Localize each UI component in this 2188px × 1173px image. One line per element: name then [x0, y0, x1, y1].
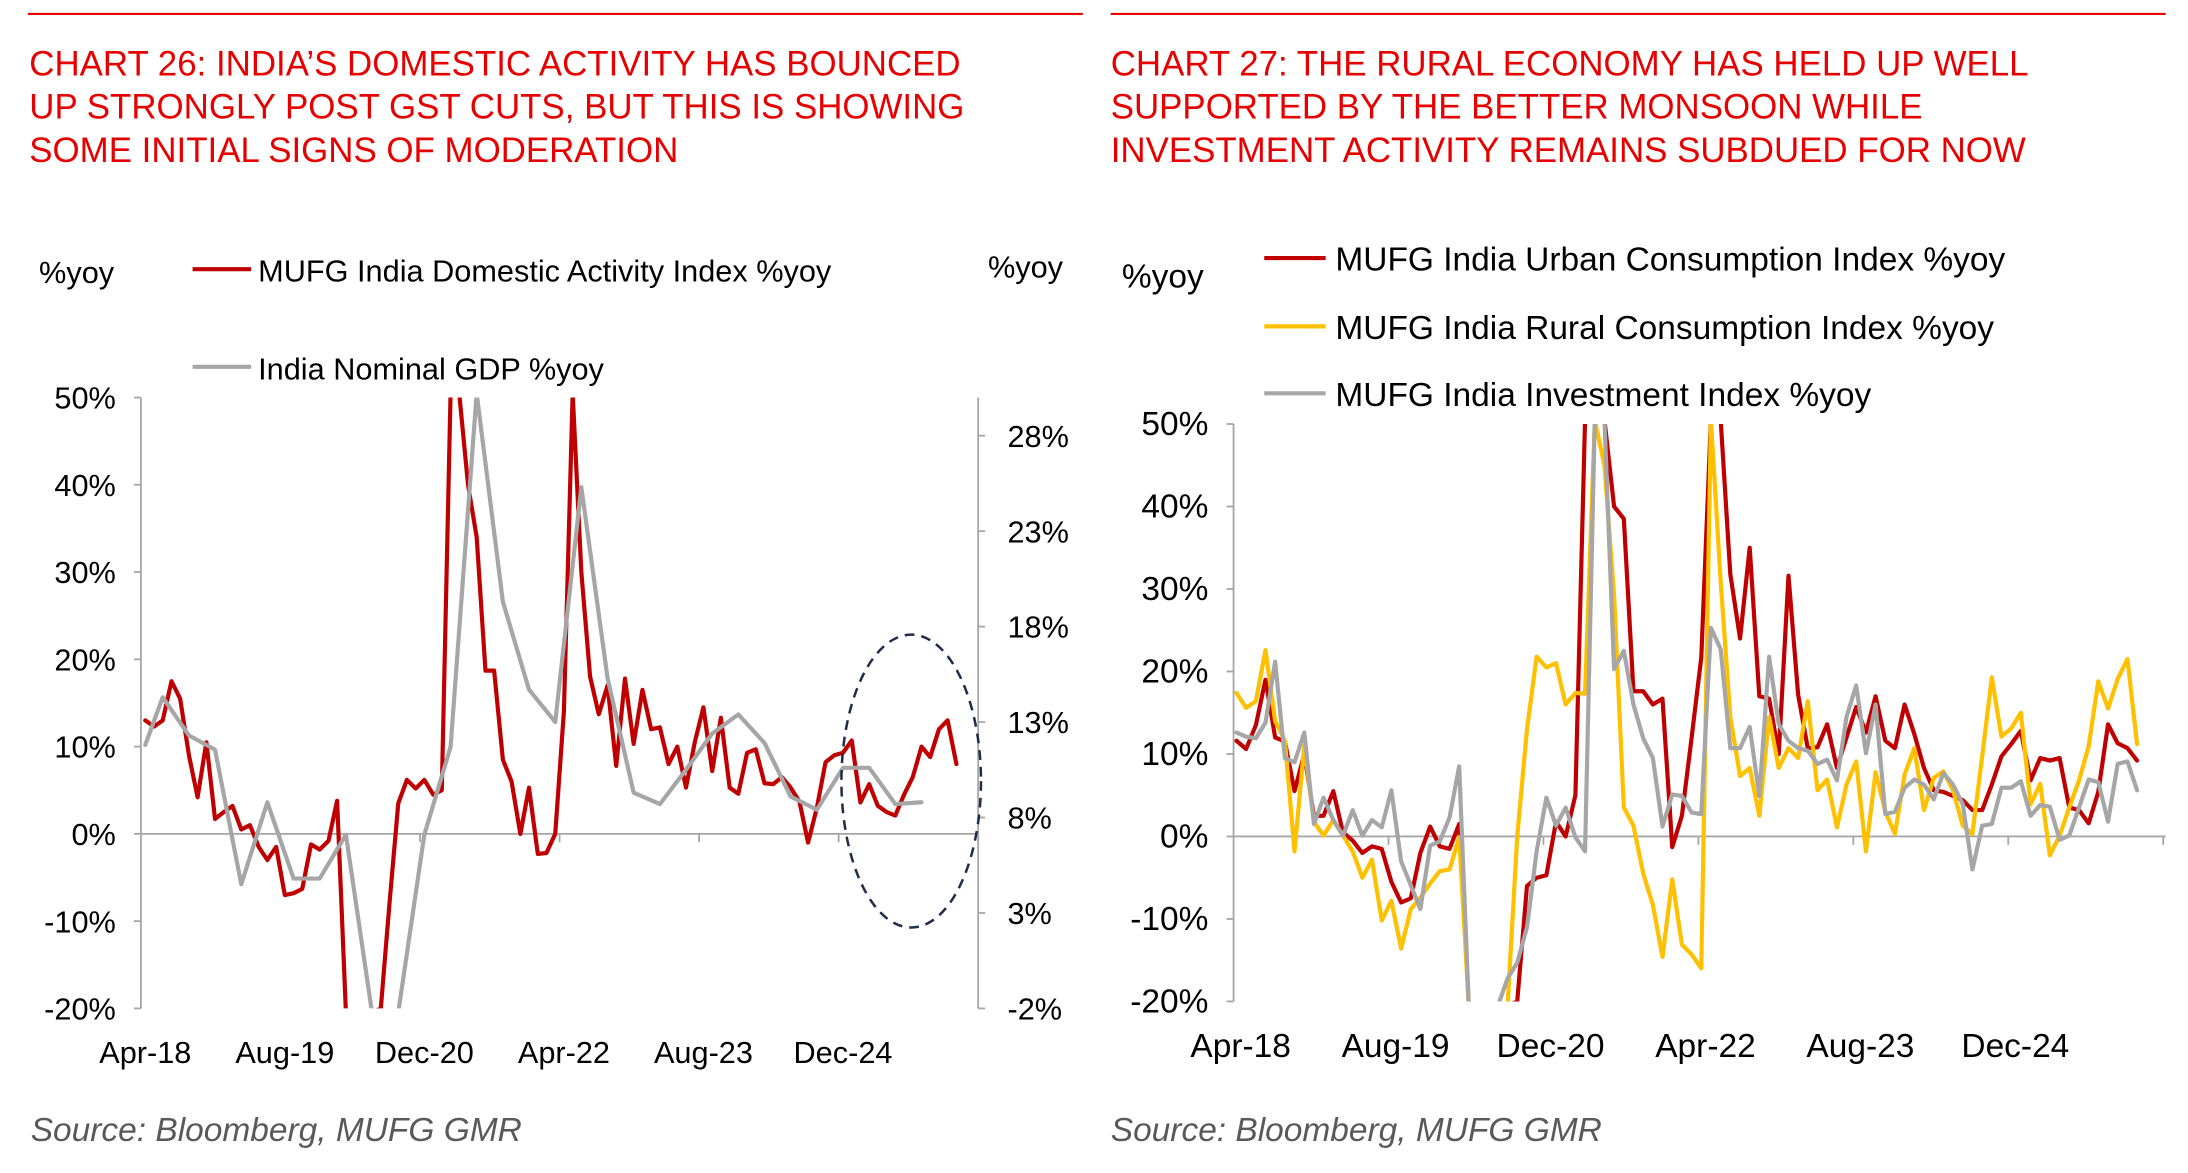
series-line-mufg-india-rural-consumption-index-yoy: [1234, 424, 2140, 1002]
left-y-tick-label: -20%: [44, 992, 116, 1027]
left-y-tick-label: 40%: [54, 468, 115, 503]
series-line-india-nominal-gdp-yoy: [143, 397, 924, 1009]
left-y-tick-label: 20%: [54, 642, 115, 677]
chart-26-series: [143, 397, 959, 1009]
right-y-tick-label: -2%: [1007, 992, 1062, 1027]
x-tick-label: Dec-24: [794, 1035, 893, 1070]
x-tick-label: Apr-22: [518, 1035, 610, 1070]
chart-27-title-line-1: CHART 27: THE RURAL ECONOMY HAS HELD UP …: [1111, 44, 2029, 83]
x-tick-label: Aug-23: [654, 1035, 753, 1070]
x-tick-label: Apr-18: [99, 1035, 191, 1070]
left-y-tick-label: 40%: [1141, 489, 1208, 526]
series-line-mufg-india-domestic-activity-index-yoy: [143, 397, 959, 1009]
chart-26-legend: MUFG India Domestic Activity Index %yoy …: [192, 254, 832, 386]
left-y-tick-label: 20%: [1141, 654, 1208, 691]
right-y-tick-label: 28%: [1007, 419, 1068, 454]
series-line-mufg-india-urban-consumption-index-yoy: [1234, 424, 2140, 1002]
series-line-mufg-india-investment-index-yoy: [1234, 424, 2140, 1002]
legend-label-urban: MUFG India Urban Consumption Index %yoy: [1335, 242, 2005, 279]
chart-27-legend: MUFG India Urban Consumption Index %yoy …: [1264, 242, 2005, 414]
right-y-tick-label: 13%: [1007, 705, 1068, 740]
x-tick-label: Aug-19: [1342, 1028, 1450, 1065]
legend-label-nominal-gdp: India Nominal GDP %yoy: [258, 351, 604, 386]
x-tick-label: Dec-24: [1961, 1028, 2069, 1065]
chart-26-right-axis-unit: %yoy: [988, 250, 1064, 285]
left-y-tick-label: 50%: [1141, 406, 1208, 443]
legend-label-investment: MUFG India Investment Index %yoy: [1335, 377, 1871, 414]
left-y-tick-label: -10%: [44, 904, 116, 939]
left-y-tick-label: 10%: [54, 730, 115, 765]
left-y-tick-label: 10%: [1141, 736, 1208, 773]
chart-27-axis-unit: %yoy: [1122, 258, 1204, 295]
x-tick-label: Apr-22: [1655, 1028, 1755, 1065]
x-tick-label: Aug-23: [1806, 1028, 1914, 1065]
chart-26: CHART 26: INDIA’S DOMESTIC ACTIVITY HAS …: [27, 12, 1083, 1149]
chart-26-left-axis-unit: %yoy: [39, 255, 115, 290]
chart-27-title-line-2: SUPPORTED BY THE BETTER MONSOON WHILE: [1111, 88, 1923, 127]
chart-26-title-line-2: UP STRONGLY POST GST CUTS, BUT THIS IS S…: [29, 88, 964, 127]
left-y-tick-label: 50%: [54, 381, 115, 416]
chart-27-title-line-3: INVESTMENT ACTIVITY REMAINS SUBDUED FOR …: [1111, 131, 2026, 170]
right-y-tick-label: 8%: [1007, 801, 1051, 836]
right-y-tick-label: 23%: [1007, 514, 1068, 549]
chart-27: CHART 27: THE RURAL ECONOMY HAS HELD UP …: [1110, 12, 2166, 1149]
left-y-tick-label: 0%: [71, 817, 115, 852]
x-tick-label: Aug-19: [235, 1035, 334, 1070]
x-tick-label: Apr-18: [1190, 1028, 1290, 1065]
x-tick-label: Dec-20: [375, 1035, 474, 1070]
chart-26-title-line-3: SOME INITIAL SIGNS OF MODERATION: [29, 131, 678, 170]
legend-label-domestic-activity: MUFG India Domestic Activity Index %yoy: [258, 254, 832, 289]
chart-26-source: Source: Bloomberg, MUFG GMR: [31, 1112, 522, 1149]
chart-26-title-line-1: CHART 26: INDIA’S DOMESTIC ACTIVITY HAS …: [29, 44, 960, 83]
left-y-tick-label: -10%: [1130, 901, 1208, 938]
chart-26-highlight-ellipse: [840, 633, 983, 929]
left-y-tick-label: 0%: [1160, 819, 1208, 856]
x-tick-label: Dec-20: [1497, 1028, 1605, 1065]
right-y-tick-label: 18%: [1007, 610, 1068, 645]
chart-27-axes: 50% 40% 30% 20% 10% 0% -10% -20% Apr-18 Aug-19 Dec…: [1130, 406, 2166, 1065]
left-y-tick-label: 30%: [54, 555, 115, 590]
legend-label-rural: MUFG India Rural Consumption Index %yoy: [1335, 310, 1994, 347]
right-y-tick-label: 3%: [1007, 896, 1051, 931]
left-y-tick-label: 30%: [1141, 571, 1208, 608]
chart-27-series: [1234, 424, 2140, 1002]
chart-27-source: Source: Bloomberg, MUFG GMR: [1111, 1112, 1602, 1149]
left-y-tick-label: -20%: [1130, 984, 1208, 1021]
chart-26-axes: 50% 40% 30% 20% 10% 0% -10% -20% Apr-18 Aug-19 Dec…: [44, 381, 1069, 1070]
